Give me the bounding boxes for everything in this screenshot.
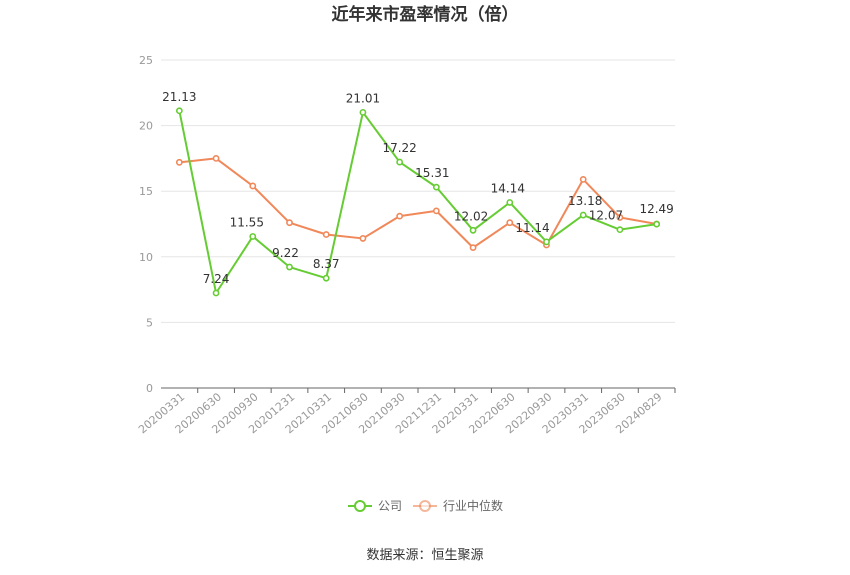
data-point (212, 154, 220, 162)
data-label: 7.24 (203, 272, 230, 286)
y-tick-label: 20 (139, 120, 153, 133)
legend-marker (419, 500, 431, 512)
data-label: 8.37 (313, 257, 340, 271)
data-point (249, 182, 257, 190)
data-point (359, 235, 367, 242)
grid-lines (161, 59, 675, 323)
data-point (616, 226, 624, 234)
data-point (579, 175, 587, 183)
data-point (359, 108, 367, 116)
data-point (506, 199, 514, 206)
chart-title: 近年来市盈率情况（倍） (332, 4, 519, 25)
source-note: 数据来源：恒生聚源 (366, 548, 483, 563)
data-point (469, 244, 477, 252)
data-point (322, 274, 330, 282)
data-point (579, 211, 587, 219)
data-label: 11.14 (515, 221, 549, 235)
legend-label: 公司 (378, 499, 402, 513)
data-label: 12.02 (454, 209, 488, 223)
legend-label: 行业中位数 (443, 498, 503, 513)
data-point (506, 219, 514, 227)
data-label: 13.18 (568, 194, 602, 208)
data-point (432, 207, 440, 215)
data-label: 14.14 (491, 181, 525, 195)
series-layer (175, 107, 661, 297)
data-labels: 21.13 7.24 11.55 9.22 8.37 21.01 17.22 15.31 12.… (162, 90, 674, 286)
series-line-1 (179, 157, 657, 249)
data-label: 12.07 (589, 209, 623, 223)
data-point (396, 158, 404, 166)
legend: 公司 行业中位数 (348, 498, 503, 513)
y-tick-label: 0 (146, 382, 153, 395)
data-label: 11.55 (230, 215, 264, 229)
data-label: 9.22 (272, 246, 299, 260)
data-point (175, 107, 183, 115)
y-tick-label: 10 (139, 251, 153, 264)
data-label: 21.13 (162, 90, 196, 104)
data-point (249, 233, 257, 240)
data-point (286, 263, 293, 271)
data-point (212, 289, 220, 297)
legend-marker (354, 500, 366, 512)
data-label: 15.31 (415, 166, 449, 180)
legend-item-industry-median[interactable]: 行业中位数 (413, 498, 503, 513)
data-point (396, 212, 404, 220)
legend-item-company[interactable]: 公司 (348, 499, 402, 513)
data-point (175, 158, 183, 166)
data-point (322, 231, 330, 238)
data-point (653, 220, 661, 228)
axes: 0510152025202003312020063020200930202012… (136, 54, 676, 436)
y-tick-label: 15 (139, 185, 153, 198)
data-label: 17.22 (382, 141, 416, 155)
data-point (286, 219, 293, 227)
data-point (543, 238, 550, 246)
data-label: 12.49 (639, 202, 673, 216)
series-line-0 (178, 110, 657, 295)
data-label: 21.01 (346, 91, 380, 105)
data-point (432, 183, 440, 191)
data-point (469, 226, 477, 234)
y-tick-label: 5 (146, 316, 153, 329)
data-point (616, 214, 624, 221)
y-tick-label: 25 (139, 54, 153, 67)
